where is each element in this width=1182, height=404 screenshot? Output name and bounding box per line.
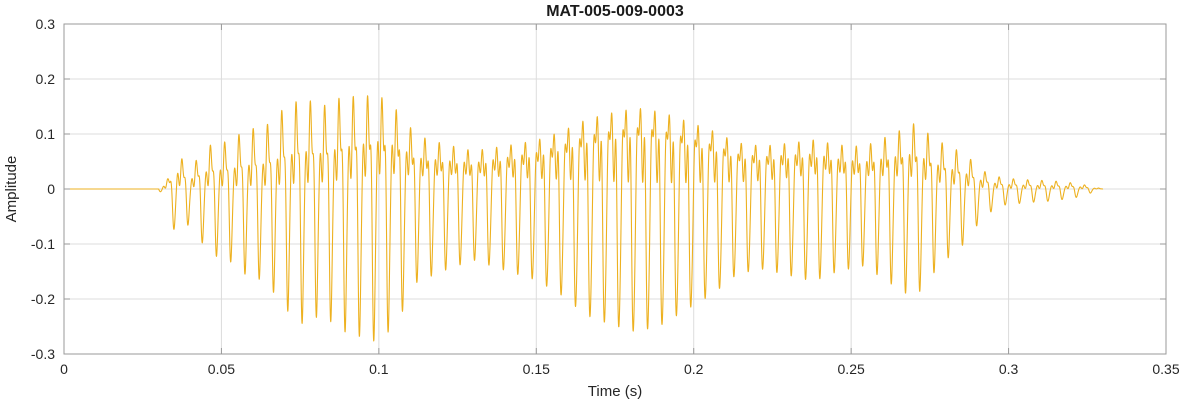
y-tick-label: -0.3 xyxy=(31,346,55,362)
y-tick-label: -0.2 xyxy=(31,291,55,307)
x-tick-label: 0.1 xyxy=(369,361,389,377)
y-axis-label: Amplitude xyxy=(3,156,20,223)
x-tick-label: 0.15 xyxy=(523,361,550,377)
axes-box xyxy=(63,23,1167,355)
grid-lines xyxy=(64,24,1166,354)
y-tick-label: 0.2 xyxy=(36,71,56,87)
y-tick-label: -0.1 xyxy=(31,236,55,252)
x-tick-label: 0 xyxy=(60,361,68,377)
tick-labels: 0 0.05 0.1 0.15 0.2 0.25 0.3 0.35 -0.3 -0.2 -0.1 0 0… xyxy=(31,16,1180,377)
waveform-trace xyxy=(63,95,1104,342)
x-tick-label: 0.35 xyxy=(1152,361,1179,377)
x-tick-label: 0.3 xyxy=(999,361,1019,377)
x-tick-label: 0.05 xyxy=(208,361,235,377)
plot-title: MAT-005-009-0003 xyxy=(546,3,684,20)
waveform-line xyxy=(63,95,1104,342)
x-tick-label: 0.25 xyxy=(838,361,865,377)
y-tick-label: 0.1 xyxy=(36,126,56,142)
x-tick-label: 0.2 xyxy=(684,361,704,377)
x-axis-label: Time (s) xyxy=(588,383,642,400)
y-tick-label: 0.3 xyxy=(36,16,56,32)
y-tick-label: 0 xyxy=(47,181,55,197)
